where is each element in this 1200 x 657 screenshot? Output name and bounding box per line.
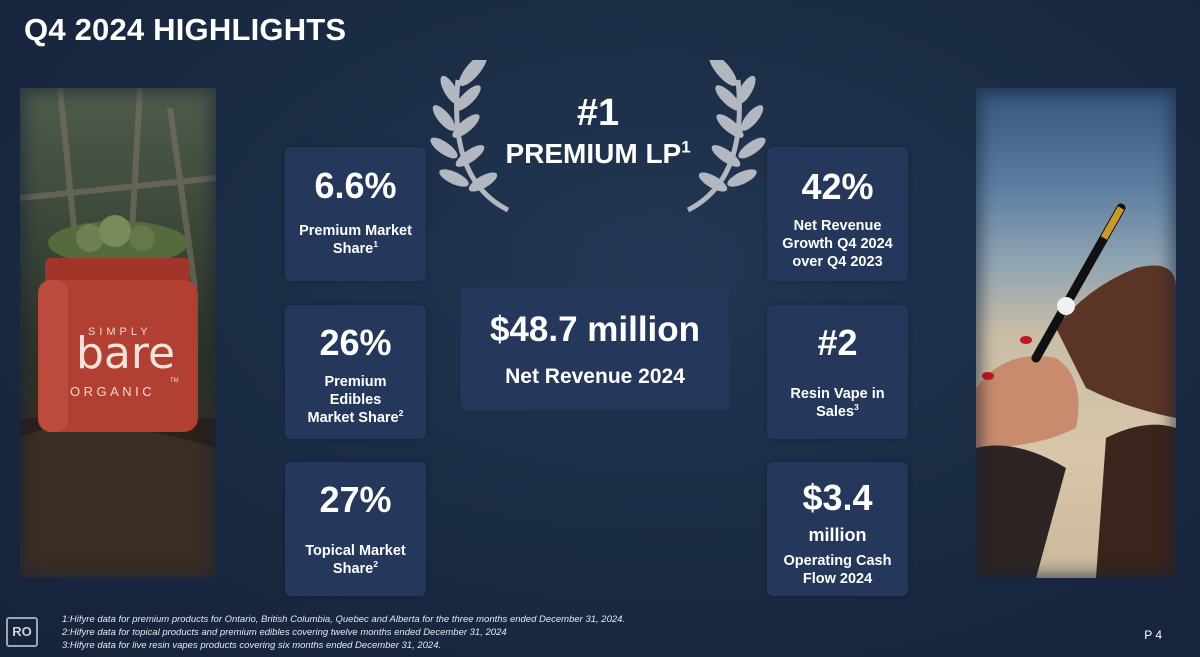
stat-label: Premium Market Share1: [299, 223, 412, 257]
jar-illustration: [20, 88, 216, 578]
stat-card-premium-share: 6.6% Premium Market Share1: [285, 147, 426, 281]
footnote-3: 3:Hifyre data for live resin vapes produ…: [62, 640, 442, 651]
jar-brand-bare: bare: [76, 328, 176, 379]
stat-value: #2: [817, 322, 858, 363]
product-photo-vape: [976, 88, 1176, 578]
vape-illustration: [976, 203, 1176, 578]
stat-value: 27%: [319, 479, 392, 520]
stat-value: $3.4: [802, 477, 873, 518]
slide-title: Q4 2024 HIGHLIGHTS: [24, 12, 347, 47]
stat-card-revenue-growth: 42% Net Revenue Growth Q4 2024 over Q4 2…: [767, 147, 908, 281]
net-revenue-card: $48.7 million Net Revenue 2024: [461, 287, 729, 410]
stat-label: Premium Edibles Market Share2: [307, 374, 404, 426]
stat-card-operating-cash-flow: $3.4 million Operating Cash Flow 2024: [767, 462, 908, 596]
stat-value: 26%: [319, 322, 392, 363]
rank-number: #1: [576, 92, 620, 134]
rank-label: PREMIUM LP1: [505, 137, 691, 169]
rank-badge: #1 PREMIUM LP1: [480, 92, 716, 170]
stat-label: Net Revenue Growth Q4 2024 over Q4 2023: [782, 218, 893, 270]
jar-brand-organic: ORGANIC: [70, 384, 156, 399]
stat-label: Topical Market Share2: [305, 543, 406, 577]
net-revenue-label: Net Revenue 2024: [505, 365, 685, 388]
stat-value: 6.6%: [314, 165, 397, 206]
footnote-1: 1:Hifyre data for premium products for O…: [62, 614, 626, 625]
stat-card-topical-share: 27% Topical Market Share2: [285, 462, 426, 596]
page-number: P 4: [1144, 628, 1162, 642]
stat-card-resin-vape-rank: #2 Resin Vape in Sales3: [767, 305, 908, 439]
laurel-left-icon: [430, 60, 510, 213]
footnotes: 1:Hifyre data for premium products for O…: [62, 613, 625, 652]
stat-card-edibles-share: 26% Premium Edibles Market Share2: [285, 305, 426, 439]
stat-label: Operating Cash Flow 2024: [783, 553, 892, 587]
stat-label: Resin Vape in Sales3: [790, 386, 885, 420]
company-logo: RO: [6, 617, 38, 647]
product-photo-jar: SIMPLY bare TM ORGANIC: [20, 88, 216, 578]
laurel-right-icon: [686, 60, 766, 213]
net-revenue-value: $48.7 million: [489, 310, 701, 349]
jar-brand-simply: SIMPLY: [88, 326, 152, 338]
stat-value-unit: million: [808, 525, 867, 545]
footnote-2: 2:Hifyre data for topical products and p…: [62, 627, 507, 638]
jar-brand-tm: TM: [170, 378, 179, 384]
stat-value: 42%: [801, 166, 874, 207]
